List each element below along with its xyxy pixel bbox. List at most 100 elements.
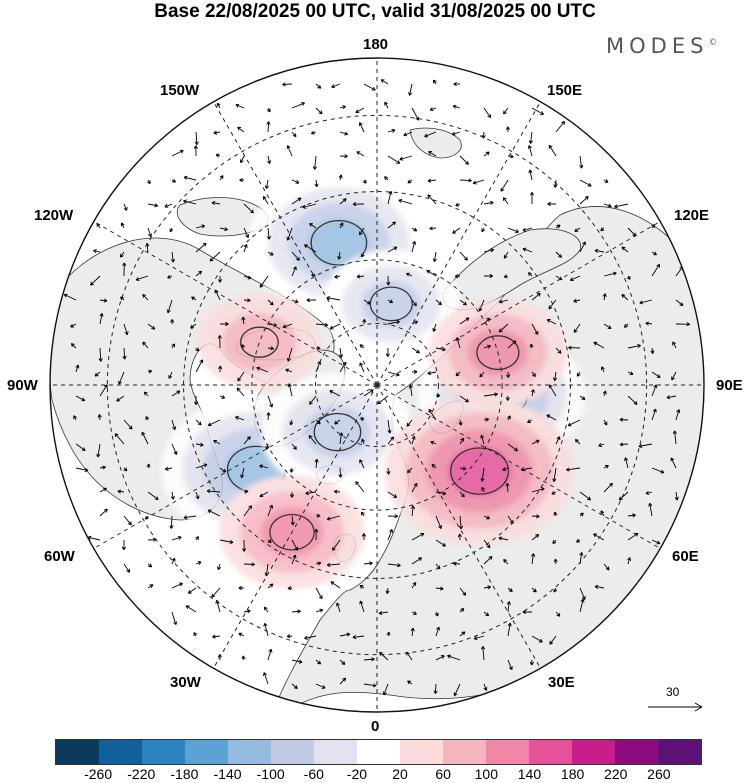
wind-vector-arrow xyxy=(459,155,469,165)
wind-vector-arrow xyxy=(553,179,558,188)
wind-vector-arrow xyxy=(484,273,494,279)
wind-vector-arrow xyxy=(621,294,629,301)
wind-vector-arrow xyxy=(363,389,374,397)
wind-vector-arrow xyxy=(546,414,557,421)
wind-vector-arrow xyxy=(289,467,294,473)
wind-vector-arrow xyxy=(386,631,391,637)
wind-vector-arrow xyxy=(171,149,184,157)
wind-vector-arrow xyxy=(651,539,661,545)
wind-vector-arrow xyxy=(213,130,221,135)
wind-vector-arrow xyxy=(529,343,534,349)
wind-vector-arrow xyxy=(546,319,557,325)
wind-vector-arrow xyxy=(626,275,631,280)
wind-vector-arrow xyxy=(452,104,461,109)
wind-vector-arrow xyxy=(195,442,204,447)
wind-vector-arrow xyxy=(555,251,563,258)
wind-vector-arrow xyxy=(267,539,272,543)
wind-vector-arrow xyxy=(387,491,398,498)
wind-vector-arrow xyxy=(123,515,132,526)
wind-vector-arrow xyxy=(498,299,509,304)
wind-vector-arrow xyxy=(548,144,557,157)
wind-vector-arrow xyxy=(619,442,629,447)
wind-vector-arrow xyxy=(243,227,250,239)
colorbar-tick-label: 140 xyxy=(517,766,542,782)
wind-vector-arrow xyxy=(243,505,253,517)
wind-vector-arrow xyxy=(651,371,661,378)
wind-vector-arrow xyxy=(265,443,270,450)
wind-vector-arrow xyxy=(433,683,438,694)
wind-vector-arrow xyxy=(263,622,269,637)
wind-vector-arrow xyxy=(238,585,244,591)
wind-vector-arrow xyxy=(645,321,653,326)
wind-vector-arrow xyxy=(411,227,418,232)
wind-vector-arrow xyxy=(238,632,245,637)
wind-vector-arrow xyxy=(451,131,461,136)
wind-vector-arrow xyxy=(339,198,347,205)
circulation-streamline xyxy=(240,326,279,358)
wind-vector-arrow xyxy=(675,409,681,421)
brand-text: MODES xyxy=(606,34,709,58)
wind-vector-arrow xyxy=(435,626,441,637)
wind-vector-arrow xyxy=(627,395,638,405)
wind-vector-arrow xyxy=(266,107,271,113)
wind-vector-arrow xyxy=(291,299,299,304)
wind-vector-arrow xyxy=(94,371,101,377)
wind-vector-arrow xyxy=(651,408,657,421)
colorbar-tick-label: -220 xyxy=(127,766,156,782)
wind-vector-arrow xyxy=(216,102,221,109)
wind-vector-arrow xyxy=(411,347,420,354)
wind-vector-arrow xyxy=(407,680,413,685)
lon-label-180: 180 xyxy=(363,36,389,53)
wind-vector-arrow xyxy=(453,82,461,87)
meridian-line xyxy=(376,384,661,549)
lon-label-120w: 120W xyxy=(34,207,74,224)
wind-vector-arrow xyxy=(241,344,246,349)
wind-vector-arrow xyxy=(406,467,413,474)
wind-vector-arrow xyxy=(335,602,341,613)
wind-vector-arrow xyxy=(147,584,154,589)
wind-vector-arrow xyxy=(287,586,293,591)
wind-vector-arrow xyxy=(195,561,202,565)
wind-vector-arrow xyxy=(195,347,200,352)
wind-vector-arrow xyxy=(382,683,389,696)
wind-vector-arrow xyxy=(458,419,463,426)
wind-vector-arrow xyxy=(459,491,465,498)
wind-vector-arrow xyxy=(217,335,222,349)
wind-vector-arrow xyxy=(315,683,326,689)
wind-vector-arrow xyxy=(531,439,540,445)
wind-vector-arrow xyxy=(455,371,461,377)
wind-vector-arrow xyxy=(427,178,437,183)
wind-vector-arrow xyxy=(97,414,102,421)
wind-vector-arrow xyxy=(411,240,417,253)
wind-vector-arrow xyxy=(360,511,365,517)
wind-vector-arrow xyxy=(502,197,509,205)
wind-vector-arrow xyxy=(121,539,126,551)
wind-vector-arrow xyxy=(385,347,390,357)
wind-vector-arrow xyxy=(594,248,605,253)
wind-vector-arrow xyxy=(387,190,393,205)
wind-vector-arrow xyxy=(123,419,133,430)
lon-label-60e: 60E xyxy=(672,548,699,565)
wind-vector-arrow xyxy=(424,131,437,138)
wind-vector-arrow xyxy=(116,395,125,402)
wind-vector-arrow xyxy=(361,533,366,541)
wind-vector-arrow xyxy=(334,274,341,279)
wind-vector-arrow xyxy=(259,275,269,288)
wind-vector-arrow xyxy=(675,299,684,307)
wind-vector-arrow xyxy=(505,126,510,133)
wind-vector-arrow xyxy=(218,365,223,373)
wind-vector-arrow xyxy=(308,434,317,445)
wind-vector-arrow xyxy=(289,419,294,426)
wind-vector-arrow xyxy=(195,224,206,229)
wind-vector-arrow xyxy=(171,178,177,183)
wind-vector-arrow xyxy=(314,179,319,188)
wind-vector-arrow xyxy=(573,298,581,303)
colorbar-bin xyxy=(658,740,701,764)
colorbar-bin xyxy=(615,740,658,764)
colorbar-bin xyxy=(56,740,99,764)
wind-vector-arrow xyxy=(527,145,533,157)
wind-vector-arrow xyxy=(435,655,445,661)
circulation-streamline xyxy=(476,335,520,371)
colorbar-tick-label: -260 xyxy=(84,766,113,782)
wind-vector-arrow xyxy=(236,387,245,397)
